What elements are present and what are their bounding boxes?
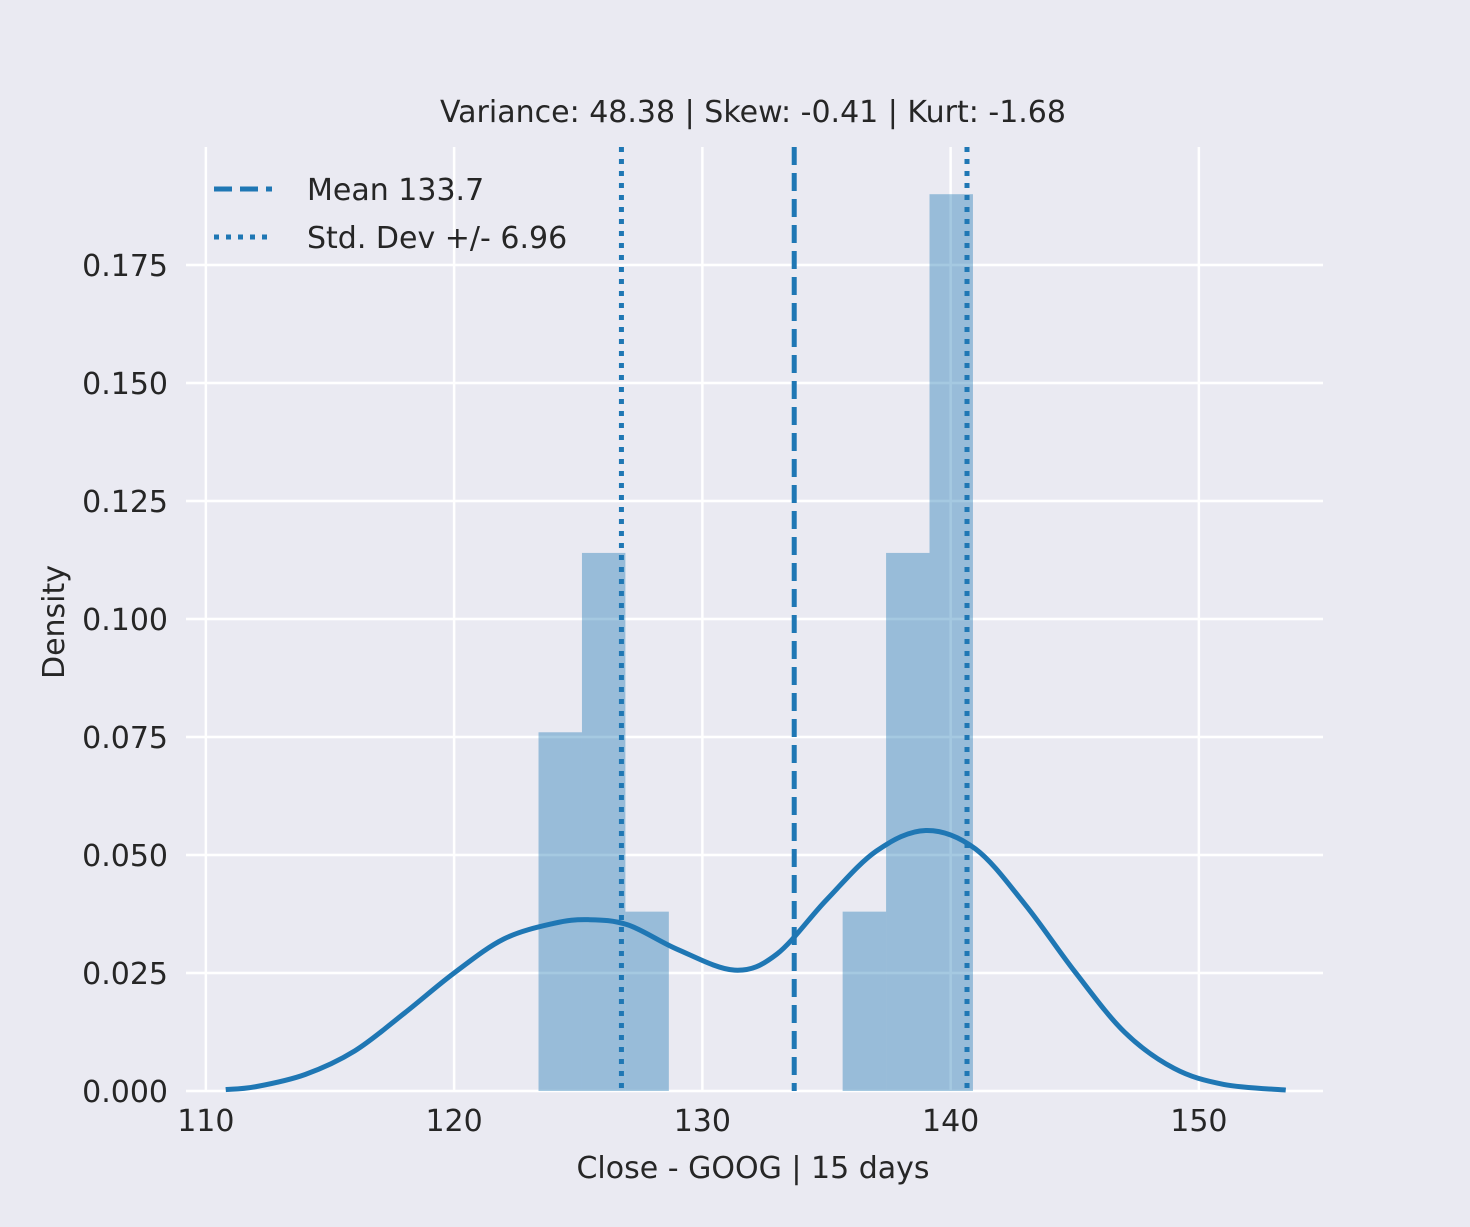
kde-curve-group [225, 827, 1286, 1093]
x-tick-label: 140 [922, 1104, 979, 1139]
y-tick-label: 0.150 [82, 367, 168, 402]
y-tick-label: 0.075 [82, 721, 168, 756]
y-tick-label: 0.175 [82, 249, 168, 284]
chart-title: Variance: 48.38 | Skew: -0.41 | Kurt: -1… [440, 95, 1066, 130]
y-tick-label: 0.050 [82, 839, 168, 874]
histogram-bar [886, 552, 930, 1091]
histogram-bar [842, 911, 887, 1091]
y-tick-label: 0.100 [82, 603, 168, 638]
y-tick-label: 0.025 [82, 957, 168, 992]
x-tick-label: 120 [425, 1104, 482, 1139]
histogram-bar [581, 552, 626, 1091]
y-axis-title: Density [37, 565, 72, 679]
legend-std-label: Std. Dev +/- 6.96 [307, 221, 567, 256]
reference-lines [618, 147, 970, 1091]
x-tick-label: 150 [1170, 1104, 1227, 1139]
histogram-bar [625, 911, 669, 1091]
y-tick-labels: 0.000 0.025 0.050 0.075 0.100 0.125 0.150 0.175 [82, 249, 168, 1110]
x-axis-title: Close - GOOG | 15 days [576, 1151, 929, 1186]
grid-lines [186, 147, 1323, 1093]
histogram-bar [538, 732, 582, 1091]
x-tick-labels: 110 120 130 140 150 [177, 1104, 1227, 1139]
y-tick-label: 0.000 [82, 1075, 168, 1110]
legend: Mean 133.7 Std. Dev +/- 6.96 [214, 173, 567, 256]
x-tick-label: 130 [674, 1104, 731, 1139]
y-tick-label: 0.125 [82, 485, 168, 520]
x-tick-label: 110 [177, 1104, 234, 1139]
legend-mean-label: Mean 133.7 [307, 173, 484, 208]
kde-curve [225, 827, 1286, 1093]
